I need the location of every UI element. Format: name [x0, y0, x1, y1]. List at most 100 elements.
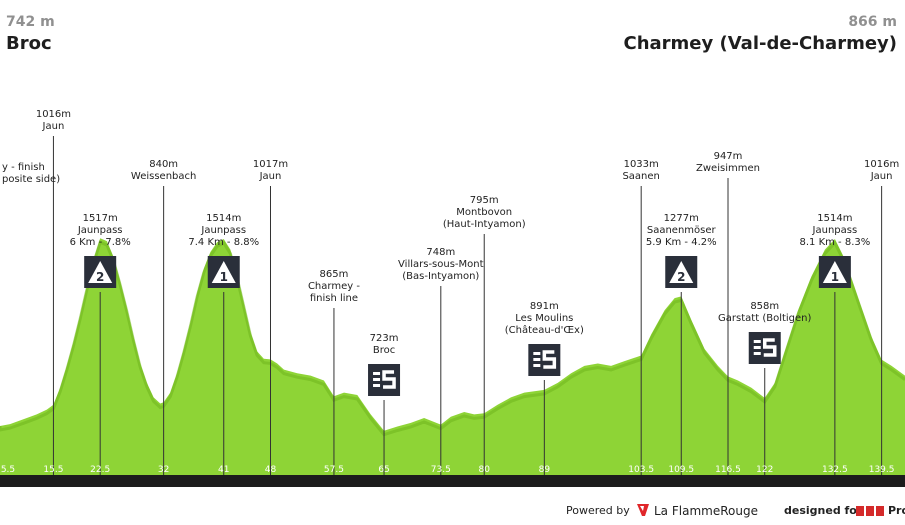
waypoint-altitude: 1016m	[864, 159, 899, 170]
waypoint-altitude: 1277m	[664, 213, 699, 224]
start-location: Broc	[6, 33, 52, 54]
climb-category-1-marker: 1	[207, 256, 240, 288]
km-tick-label: 103.5	[628, 465, 654, 475]
sprint-bar	[373, 372, 381, 375]
km-tick-label: 80	[478, 465, 490, 475]
flamme-rouge-brand: La FlammeRouge	[654, 504, 758, 518]
waypoint-name: 6 Km - 7.8%	[70, 237, 131, 248]
km-tick-label: 48	[265, 465, 277, 475]
sprint-bar	[533, 364, 541, 367]
waypoint-name: (Haut-Intyamon)	[443, 219, 526, 230]
waypoint-altitude: 858m	[750, 301, 779, 312]
climb-category-2-marker: 2	[665, 256, 698, 288]
sprint-bar	[753, 346, 761, 349]
sprint-s-icon	[762, 338, 777, 357]
footer: Powered by La FlammeRouge designed for P…	[0, 498, 905, 525]
sprint-marker	[748, 332, 781, 364]
waypoint-altitude: 1517m	[83, 213, 118, 224]
waypoint-name: Saanenmöser	[647, 225, 717, 236]
km-tick-label: 132.5	[822, 465, 848, 475]
km-tick-label: 57.5	[324, 465, 344, 475]
waypoint-altitude: 723m	[370, 333, 399, 344]
mountain-triangle-icon	[211, 261, 236, 283]
finish-altitude: 866 m	[848, 14, 897, 30]
waypoint-name: Jaun	[259, 171, 282, 182]
sprint-bar	[753, 352, 761, 355]
waypoint-name: 7.4 Km - 8.8%	[188, 237, 259, 248]
waypoint-name: Villars-sous-Mont	[398, 259, 484, 270]
sprint-s-icon	[542, 350, 557, 369]
category-number: 2	[96, 270, 104, 284]
waypoint-name: Saanen	[622, 171, 659, 182]
climb-sprint-markers: 2 1 2 1	[84, 256, 851, 396]
km-tick-label: 5.5	[1, 465, 15, 475]
km-tick-labels: 15.5 22.5 32 41 48 57.5 65 73.5 80 89 103.5 109.5 11…	[1, 465, 895, 475]
km-tick-label: 109.5	[668, 465, 694, 475]
profile-area	[0, 238, 905, 475]
km-tick-label: 116.5	[715, 465, 741, 475]
start-altitude: 742 m	[6, 14, 55, 30]
sprint-s-icon	[382, 370, 396, 389]
flamme-rouge-logo-icon	[636, 503, 650, 517]
waypoint-altitude: 1017m	[253, 159, 288, 170]
designed-for-label: designed for	[784, 504, 863, 517]
waypoint-altitude: 1016m	[36, 109, 71, 120]
climb-category-1-marker: 1	[818, 256, 851, 288]
baseline-bar	[0, 475, 905, 487]
partial-waypoint-detail: posite side)	[2, 174, 60, 185]
climb-category-2-marker: 2	[84, 256, 117, 288]
waypoint-altitude: 1514m	[817, 213, 852, 224]
waypoint-name: Broc	[373, 345, 395, 356]
category-number: 2	[677, 270, 685, 284]
waypoint-name: Zweisimmen	[696, 163, 760, 174]
sprint-bar	[753, 340, 761, 343]
finish-location: Charmey (Val-de-Charmey)	[623, 33, 897, 54]
pcs-brand-partial: Pro	[888, 504, 905, 517]
waypoint-lines	[52, 136, 883, 475]
waypoint-name: Jaunpass	[200, 225, 246, 236]
km-tick-label: 65	[378, 465, 389, 475]
waypoint-altitude: 795m	[470, 195, 499, 206]
sprint-bar	[533, 358, 541, 361]
waypoint-name: finish line	[310, 293, 358, 304]
km-tick-label: 32	[158, 465, 169, 475]
waypoint-altitude: 748m	[426, 247, 455, 258]
sprint-bar	[373, 384, 381, 387]
waypoint-altitude: 865m	[320, 269, 349, 280]
waypoint-altitude: 1514m	[206, 213, 241, 224]
profile-layer	[0, 238, 905, 487]
powered-by-label: Powered by	[566, 504, 630, 517]
waypoint-name: Jaunpass	[812, 225, 858, 236]
sprint-bar	[533, 352, 541, 355]
km-tick-label: 41	[218, 465, 229, 475]
mountain-triangle-icon	[669, 261, 694, 283]
sprint-marker	[368, 364, 401, 396]
waypoint-name: Jaunpass	[77, 225, 123, 236]
waypoint-name: Charmey -	[308, 281, 360, 292]
waypoint-name: (Bas-Intyamon)	[402, 271, 479, 282]
partial-waypoint-name: y - finish	[2, 162, 45, 173]
km-tick-label: 73.5	[431, 465, 451, 475]
waypoint-name: 8.1 Km - 8.3%	[799, 237, 870, 248]
waypoint-altitude: 1033m	[624, 159, 659, 170]
waypoint-altitude: 891m	[530, 301, 559, 312]
waypoint-name: 5.9 Km - 4.2%	[646, 237, 717, 248]
km-tick-label: 15.5	[43, 465, 63, 475]
category-number: 1	[220, 270, 228, 284]
sprint-marker	[528, 344, 561, 376]
